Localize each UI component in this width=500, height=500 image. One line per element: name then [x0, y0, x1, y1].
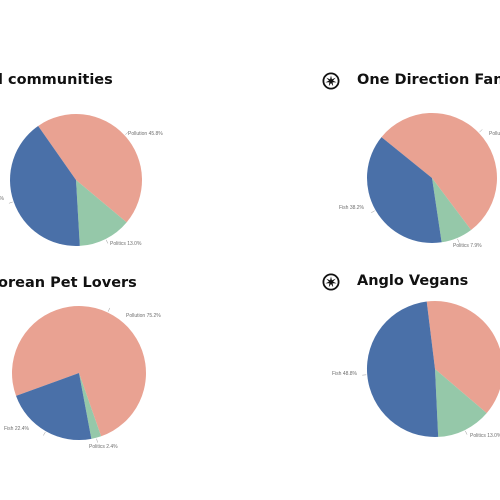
- pie-slice-pollution: [381, 112, 498, 230]
- spiky-circle-logo-icon: [322, 273, 340, 291]
- slice-label-politics: Politics 13.0%: [470, 433, 500, 439]
- pie-slice-pollution: [426, 301, 500, 414]
- leader-line: [371, 210, 375, 213]
- leader-line: [96, 438, 98, 443]
- pie-slice-fish: [367, 137, 442, 243]
- leader-line: [107, 307, 111, 312]
- pie-slice-fish: [10, 125, 80, 247]
- slice-label-fish: Fish 38.2%: [339, 205, 365, 211]
- slice-label-pollution: Pollution 75.2%: [126, 313, 161, 319]
- leader-line: [457, 238, 460, 243]
- leader-line: [479, 129, 483, 133]
- leader-line: [8, 201, 13, 204]
- leader-line: [105, 239, 109, 244]
- pie-slice-politics: [79, 373, 102, 439]
- leader-line: [43, 431, 46, 436]
- slice-label-fish: Fish 48.8%: [332, 371, 358, 377]
- pie-slice-politics: [76, 180, 127, 246]
- pie-slice-pollution: [38, 113, 143, 223]
- leader-line: [125, 131, 129, 135]
- panel-title-3: orean Pet Lovers: [0, 275, 137, 291]
- slice-label-politics: Politics 2.4%: [89, 444, 118, 450]
- pie-slice-pollution: [11, 305, 146, 437]
- pie-slice-politics: [432, 178, 472, 243]
- panel-title-1: l communities: [0, 72, 113, 88]
- slice-label-fish: %: [0, 196, 5, 202]
- leader-line: [465, 430, 468, 435]
- pie-slice-fish: [16, 373, 92, 441]
- pie-slice-fish: [366, 301, 439, 438]
- spiky-circle-logo-icon: [322, 72, 340, 90]
- panel-title-4: Anglo Vegans: [357, 273, 469, 289]
- panel-title-2: One Direction Fans: [357, 72, 500, 88]
- pie-slice-politics: [435, 369, 487, 437]
- slice-label-politics: Politics 7.9%: [453, 243, 482, 249]
- slice-label-pollution: Pollu: [489, 131, 500, 137]
- slice-label-fish: Fish 22.4%: [4, 426, 30, 432]
- slice-label-pollution: Pollution 45.8%: [128, 131, 163, 137]
- slice-label-politics: Politics 13.0%: [110, 241, 142, 247]
